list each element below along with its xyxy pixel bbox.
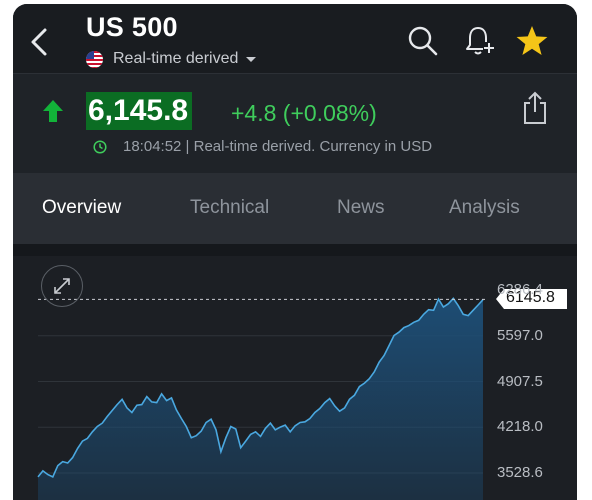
star-icon[interactable]	[515, 24, 549, 58]
price-change: +4.8 (+0.08%)	[231, 100, 377, 126]
expand-icon[interactable]	[41, 265, 83, 307]
tab-news[interactable]: News	[337, 197, 385, 218]
phone-screen: US 500 Real-time derived	[13, 4, 577, 500]
app-header: US 500 Real-time derived	[13, 4, 577, 73]
back-icon[interactable]	[25, 22, 53, 62]
source-selector[interactable]: Real-time derived	[86, 48, 257, 70]
arrow-up-icon	[42, 99, 64, 123]
source-label: Real-time derived	[113, 50, 239, 67]
chevron-down-icon	[246, 56, 257, 62]
tab-analysis[interactable]: Analysis	[449, 197, 520, 218]
add-alert-icon[interactable]	[462, 24, 496, 58]
y-tick-label: 4218.0	[497, 418, 543, 436]
timestamp-row: 18:04:52 | Real-time derived. Currency i…	[93, 138, 432, 155]
timestamp-text: 18:04:52 | Real-time derived. Currency i…	[123, 138, 433, 155]
instrument-title: US 500	[86, 12, 178, 42]
last-price: 6,145.8	[86, 92, 193, 130]
tab-technical[interactable]: Technical	[190, 197, 270, 218]
tab-overview[interactable]: Overview	[42, 197, 122, 218]
y-tick-label: 4907.5	[497, 372, 543, 390]
search-icon[interactable]	[406, 24, 440, 58]
y-tick-label: 5597.0	[497, 326, 543, 344]
price-line	[37, 297, 484, 478]
tab-bar: Overview Technical News Analysis	[13, 173, 577, 244]
price-chart[interactable]	[13, 244, 577, 500]
price-area	[38, 298, 483, 500]
last-price-marker	[496, 289, 567, 310]
last-price-label: 6145.8	[506, 289, 555, 307]
y-tick-label: 6286.4	[497, 281, 543, 298]
quote-panel: 6,145.8 +4.8 (+0.08%) 18:04:52 | Real-ti…	[13, 73, 577, 174]
us-flag-icon	[86, 50, 103, 68]
clock-icon	[93, 139, 107, 154]
y-tick-label: 3528.6	[497, 464, 543, 481]
share-icon[interactable]	[521, 91, 549, 125]
